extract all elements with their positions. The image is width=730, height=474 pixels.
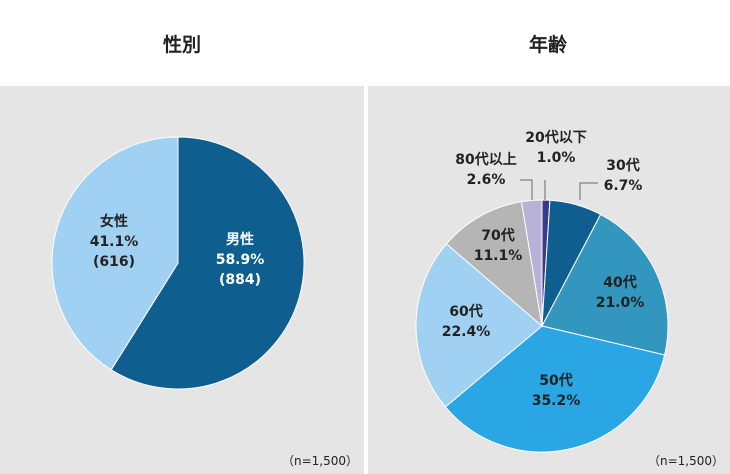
pie-1-label-5: 70代 11.1% — [474, 227, 523, 264]
pie-0-slice-0 — [110, 136, 305, 390]
pie-1-label-0: 20代以下 1.0% — [525, 129, 586, 166]
pie-1-label-4: 60代 22.4% — [442, 303, 491, 340]
pie-0-label-0: 男性 58.9% (884) — [216, 231, 265, 288]
gender-chart-title: 性別 — [162, 34, 201, 56]
pie-1-label-1: 30代 6.7% — [604, 157, 643, 194]
pie-1-slice-5 — [445, 201, 543, 328]
pie-0-slice-1 — [51, 136, 179, 371]
pie-1-label-6: 80代以上 2.6% — [455, 151, 516, 188]
pie-1-leader-1 — [579, 182, 598, 200]
pie-1-label-3: 50代 35.2% — [532, 372, 581, 409]
pie-1-slice-4 — [415, 243, 543, 408]
age-chart-title: 年齢 — [528, 34, 567, 56]
pie-1-slice-2 — [541, 213, 669, 356]
pie-chart-1: 20代以下 1.0% 30代 6.7% 40代 21.0% 50代 35.2% 60代 22.4%… — [415, 129, 669, 453]
pie-1-slice-6 — [520, 199, 543, 327]
pie-1-slice-3 — [444, 325, 666, 453]
pie-chart-0: 男性 58.9% (884) 女性 41.1% (616) — [51, 136, 305, 390]
pie-1-leader-6 — [520, 179, 533, 200]
age-sample-note: （n=1,500） — [648, 454, 725, 468]
pie-0-label-1: 女性 41.1% (616) — [90, 213, 139, 270]
gender-sample-note: （n=1,500） — [282, 454, 359, 468]
pie-1-label-2: 40代 21.0% — [596, 274, 645, 311]
